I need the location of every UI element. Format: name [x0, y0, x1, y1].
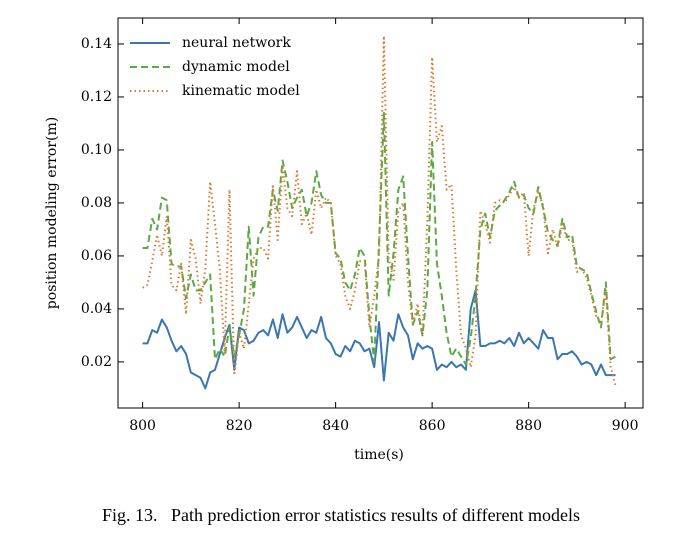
y-tick-label: 0.04	[81, 301, 112, 317]
x-tick-label: 840	[322, 418, 349, 434]
y-tick-label: 0.02	[81, 354, 112, 370]
x-axis-label: time(s)	[354, 447, 404, 463]
data-line	[142, 111, 616, 366]
x-tick-label: 820	[226, 418, 253, 434]
y-tick-label: 0.14	[81, 36, 112, 52]
x-tick-label: 880	[515, 418, 542, 434]
x-tick-label: 900	[612, 418, 639, 434]
data-line	[142, 35, 617, 386]
y-tick-label: 0.06	[81, 248, 112, 264]
y-tick-label: 0.12	[81, 89, 112, 105]
legend-label: neural network	[182, 35, 291, 51]
caption: Fig. 13. Path prediction error statistic…	[102, 505, 580, 525]
y-tick-label: 0.08	[81, 195, 112, 211]
legend-label: kinematic model	[182, 83, 300, 99]
data-line	[142, 289, 616, 390]
x-tick-label: 800	[129, 418, 156, 434]
legend-label: dynamic model	[182, 59, 290, 75]
plot-frame	[117, 17, 644, 409]
y-tick-label: 0.10	[81, 142, 112, 158]
y-axis-label: position modeling error(m)	[44, 117, 60, 309]
x-tick-label: 860	[419, 418, 446, 434]
